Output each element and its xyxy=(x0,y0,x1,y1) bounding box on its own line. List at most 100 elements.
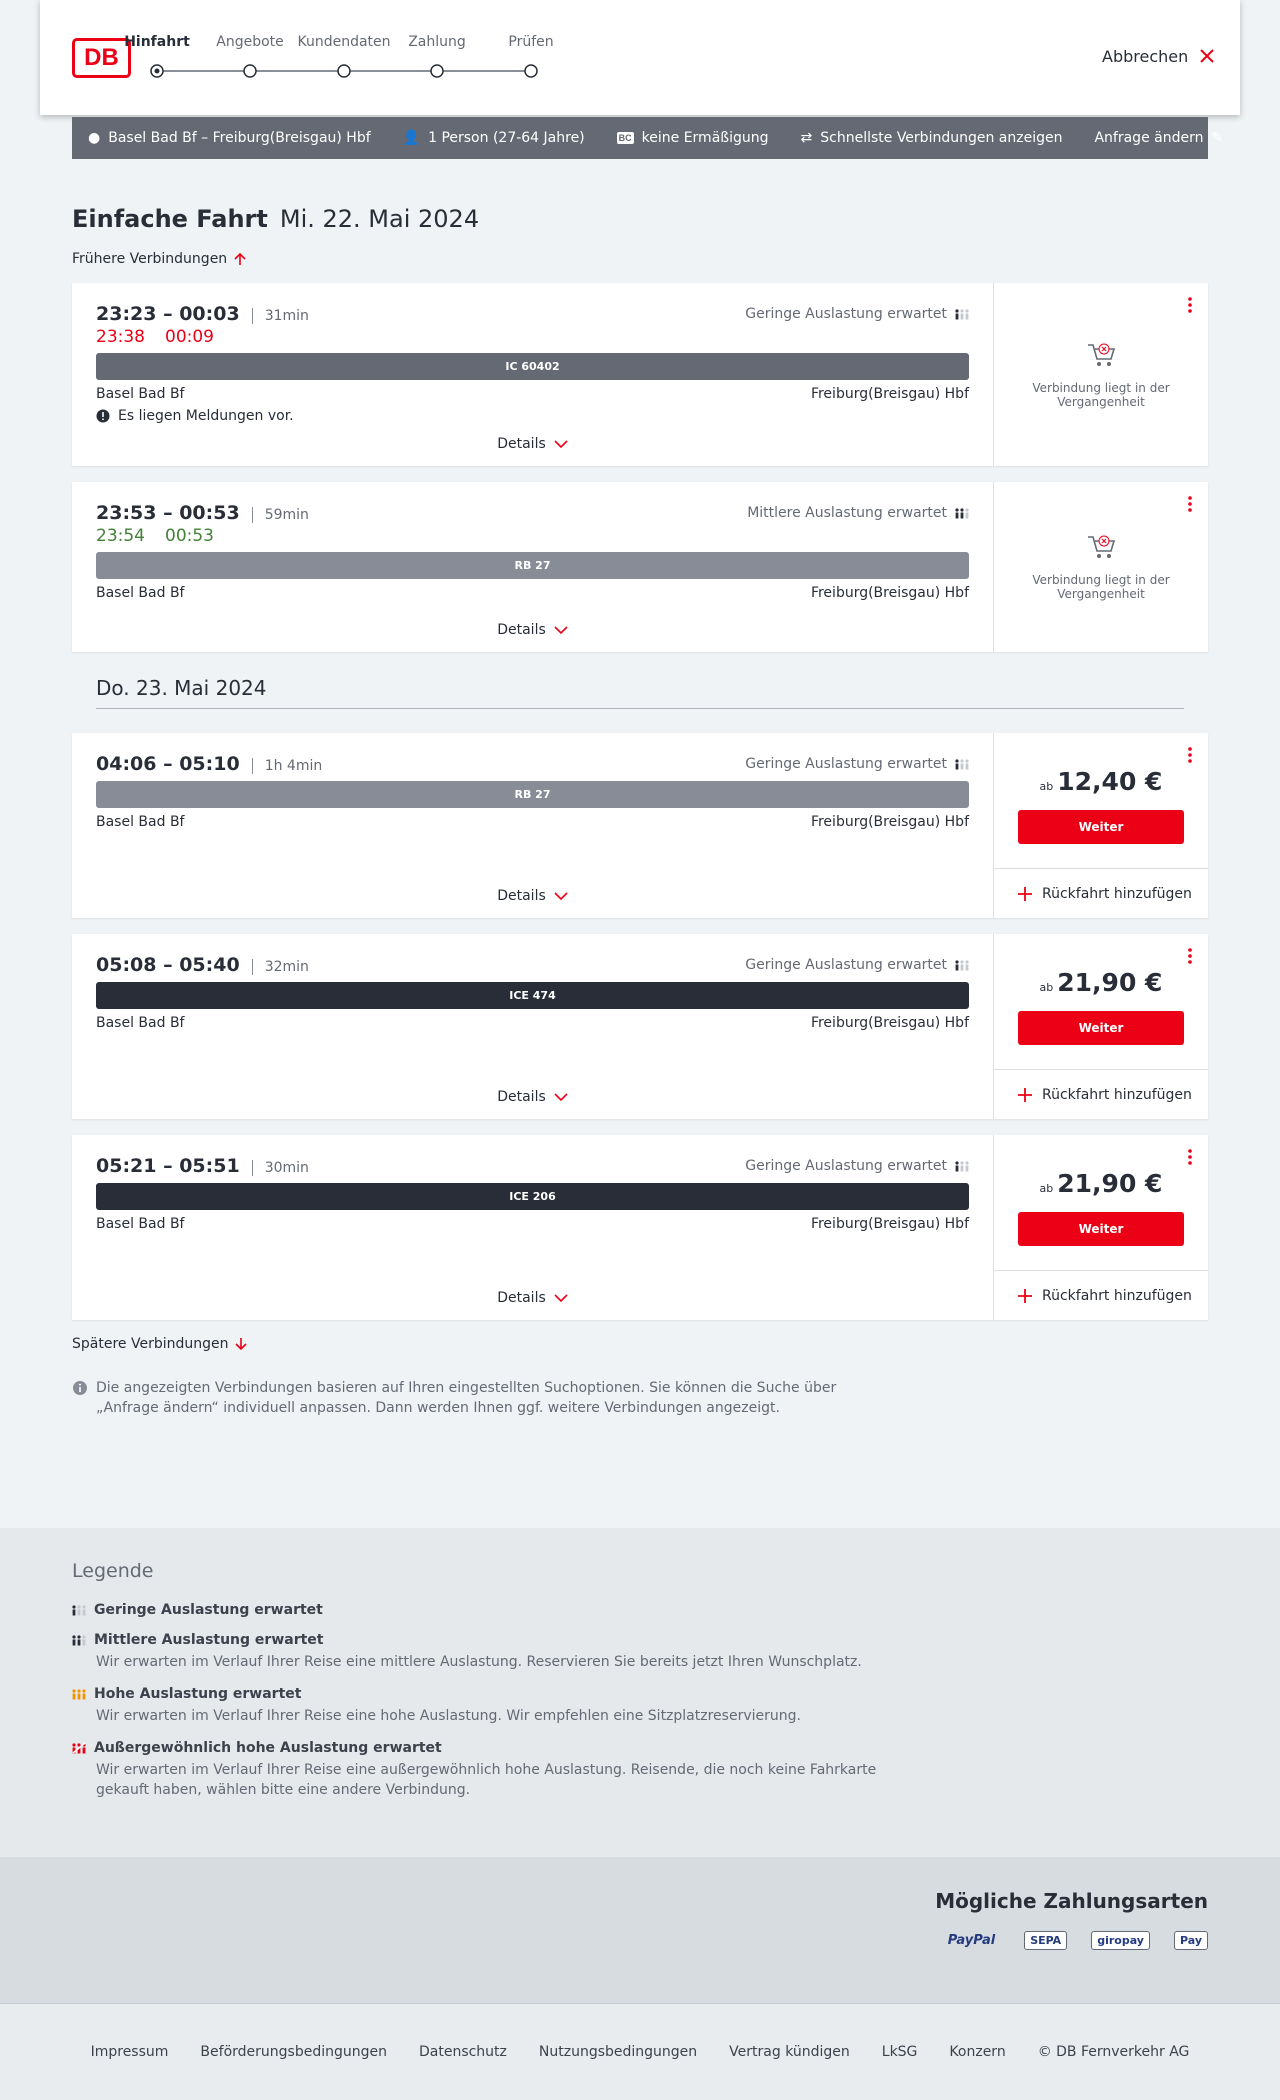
from: Basel Bad Bf xyxy=(96,585,185,601)
details-text[interactable]: Details xyxy=(497,622,546,638)
payment-method: SEPA xyxy=(1024,1931,1068,1950)
details[interactable]: Details xyxy=(96,610,969,652)
footer-link[interactable]: Beförderungsbedingungen xyxy=(200,2044,387,2060)
day-separator: Do. 23. Mai 2024 xyxy=(96,676,1184,709)
footer-link[interactable]: Vertrag kündigen xyxy=(729,2044,850,2060)
change-text[interactable]: Anfrage ändern xyxy=(1094,130,1204,146)
add-return-text[interactable]: Rückfahrt hinzufügen xyxy=(1042,1287,1192,1304)
planned-time: 04:06 – 05:10 xyxy=(96,753,240,775)
load-icon xyxy=(72,1635,86,1646)
duration: 1h 4min xyxy=(251,758,323,774)
step-label: Angebote xyxy=(216,34,284,50)
load-icon xyxy=(955,960,969,971)
train-bar: RB 27 xyxy=(96,552,969,579)
price: ab 21,90 € xyxy=(1040,968,1163,997)
payment-title: Mögliche Zahlungsarten xyxy=(935,1889,1208,1913)
persons: 👤 1 Person (27-64 Jahre) xyxy=(402,130,585,146)
notice: Es liegen Meldungen vor. xyxy=(96,408,969,424)
legend-text: Wir erwarten im Verlauf Ihrer Reise eine… xyxy=(96,1654,862,1670)
later-link[interactable]: Spätere Verbindungen xyxy=(72,1336,1208,1352)
plus-icon xyxy=(1018,1087,1032,1102)
load-icon xyxy=(955,309,969,320)
menu[interactable] xyxy=(1188,747,1192,763)
offer: Verbindung liegt in der Vergangenheit xyxy=(994,482,1208,652)
logo[interactable]: DB xyxy=(72,38,131,78)
details[interactable]: Details xyxy=(96,1278,969,1320)
connection-card: 05:21 – 05:51 30min Geringe Auslastung erw… xyxy=(72,1135,1208,1320)
details[interactable]: Details xyxy=(96,876,969,918)
cancel-label[interactable]: Abbrechen xyxy=(1102,47,1189,66)
load-icon xyxy=(955,508,969,519)
times: 05:08 – 05:40 32min xyxy=(96,954,309,976)
train-bar: ICE 474 xyxy=(96,982,969,1009)
change-request[interactable]: Anfrage ändern ✎ xyxy=(1094,130,1224,146)
payment-method: Pay xyxy=(1173,1931,1208,1950)
note-text: Die angezeigten Verbindungen basieren au… xyxy=(96,1380,837,1416)
legend-title: Mittlere Auslastung erwartet xyxy=(94,1632,324,1648)
add-return[interactable]: Rückfahrt hinzufügen xyxy=(994,1270,1208,1320)
legend-heading: Geringe Auslastung erwartet xyxy=(72,1602,1208,1618)
load: Mittlere Auslastung erwartet xyxy=(747,505,969,521)
menu[interactable] xyxy=(1188,297,1192,313)
legend-text: Wir erwarten im Verlauf Ihrer Reise eine… xyxy=(96,1708,801,1724)
details-text[interactable]: Details xyxy=(497,888,546,904)
footer-link[interactable]: © DB Fernverkehr AG xyxy=(1037,2044,1190,2060)
header: DB Hinfahrt Angebote Kundendaten Zahlung Prü… xyxy=(40,0,1240,115)
close-icon xyxy=(1200,49,1215,63)
train-bar: IC 60402 xyxy=(96,353,969,380)
details-text[interactable]: Details xyxy=(497,1290,546,1306)
menu[interactable] xyxy=(1188,496,1192,512)
footer-link[interactable]: Impressum xyxy=(90,2044,169,2060)
from: Basel Bad Bf xyxy=(96,386,185,402)
add-return[interactable]: Rückfahrt hinzufügen xyxy=(994,868,1208,918)
progress xyxy=(150,64,538,78)
actual-time: 23:54 xyxy=(96,526,145,546)
stations: Basel Bad Bf Freiburg(Breisgau) Hbf xyxy=(96,1015,969,1031)
legend-item: Hohe Auslastung erwartet Wir erwarten im … xyxy=(72,1686,1208,1726)
duration: 59min xyxy=(251,507,309,523)
continue-button[interactable]: Weiter xyxy=(1018,810,1184,844)
add-return[interactable]: Rückfahrt hinzufügen xyxy=(994,1069,1208,1119)
from: Basel Bad Bf xyxy=(96,1216,185,1232)
menu[interactable] xyxy=(1188,948,1192,964)
earlier-link[interactable]: Frühere Verbindungen xyxy=(72,251,1208,267)
continue-button[interactable]: Weiter xyxy=(1018,1212,1184,1246)
continue-button[interactable]: Weiter xyxy=(1018,1011,1184,1045)
add-return-text[interactable]: Rückfahrt hinzufügen xyxy=(1042,885,1192,902)
legend-item: Geringe Auslastung erwartet xyxy=(72,1602,1208,1618)
later-text[interactable]: Spätere Verbindungen xyxy=(72,1336,229,1352)
details[interactable]: Details xyxy=(96,424,969,466)
details-text[interactable]: Details xyxy=(497,1089,546,1105)
load: Geringe Auslastung erwartet xyxy=(745,1158,969,1174)
earlier-text[interactable]: Frühere Verbindungen xyxy=(72,251,228,267)
add-return-text[interactable]: Rückfahrt hinzufügen xyxy=(1042,1086,1192,1103)
connection-list: 23:23 – 00:03 31min Geringe Auslastung erw… xyxy=(72,283,1208,1320)
past-text: Verbindung liegt in der Vergangenheit xyxy=(1032,380,1170,409)
footer-link[interactable]: Konzern xyxy=(949,2044,1006,2060)
cancel[interactable]: Abbrechen xyxy=(1102,47,1215,66)
menu[interactable] xyxy=(1188,1149,1192,1165)
price-box: ab 12,40 € Weiter xyxy=(994,733,1208,868)
notice-text: Es liegen Meldungen vor. xyxy=(118,408,294,424)
persons-text: 1 Person (27-64 Jahre) xyxy=(428,130,585,146)
connection-card: 23:23 – 00:03 31min Geringe Auslastung erw… xyxy=(72,283,1208,466)
stations: Basel Bad Bf Freiburg(Breisgau) Hbf xyxy=(96,386,969,402)
duration: 31min xyxy=(251,308,309,324)
footer-link[interactable]: Datenschutz xyxy=(418,2044,507,2060)
legend: Legende Geringe Auslastung erwartet Mittle… xyxy=(0,1528,1280,1857)
fastest[interactable]: ⇄ Schnellste Verbindungen anzeigen xyxy=(800,130,1063,146)
discount-text: keine Ermäßigung xyxy=(641,130,769,146)
route-text: Basel Bad Bf – Freiburg(Breisgau) Hbf xyxy=(108,130,371,146)
fastest-text[interactable]: Schnellste Verbindungen anzeigen xyxy=(820,130,1063,146)
footer-link[interactable]: LkSG xyxy=(881,2044,918,2060)
search-summary: ● Basel Bad Bf – Freiburg(Breisgau) Hbf 👤… xyxy=(72,117,1223,159)
from: Basel Bad Bf xyxy=(96,814,185,830)
payment-methods: PayPal SEPA giropay Pay xyxy=(72,1931,1208,1950)
details-text[interactable]: Details xyxy=(497,436,546,452)
from: Basel Bad Bf xyxy=(96,1015,185,1031)
price: ab 21,90 € xyxy=(1040,1169,1163,1198)
to: Freiburg(Breisgau) Hbf xyxy=(810,814,969,830)
cart-icon xyxy=(1088,343,1116,366)
details[interactable]: Details xyxy=(96,1077,969,1119)
footer-link[interactable]: Nutzungsbedingungen xyxy=(538,2044,698,2060)
